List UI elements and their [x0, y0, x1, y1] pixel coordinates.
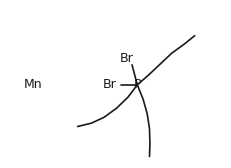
Text: Mn: Mn	[24, 77, 42, 91]
Text: Br: Br	[120, 52, 133, 65]
Text: Br: Br	[103, 78, 117, 91]
Text: P: P	[134, 78, 141, 91]
